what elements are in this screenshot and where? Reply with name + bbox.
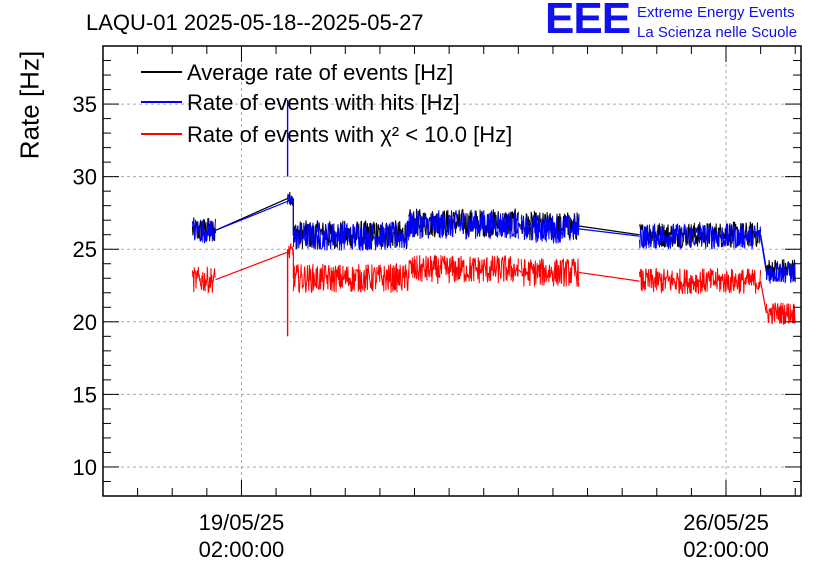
series-line-chi2 [765, 302, 796, 325]
series-line-hits [292, 221, 410, 252]
series-connector [215, 200, 288, 231]
series-line-chi2 [287, 243, 294, 260]
series-connector [517, 224, 522, 230]
series-connector [517, 222, 522, 227]
series-line-hits [408, 210, 519, 240]
legend-label-hits: Rate of events with hits [Hz] [187, 90, 460, 115]
series-connector [578, 271, 640, 282]
series-line-hits [287, 193, 294, 207]
series-line-chi2 [408, 253, 519, 285]
series-line-hits [520, 214, 580, 244]
plot-frame [102, 45, 802, 497]
series-line-avg [287, 191, 294, 206]
x-tick-label-date: 19/05/25 [199, 510, 285, 535]
series-connector [578, 228, 640, 237]
legend-label-avg: Average rate of events [Hz] [187, 60, 453, 85]
logo-line-2: La Scienza nelle Scuole [637, 24, 798, 41]
series-connector [760, 236, 767, 273]
x-tick-label-time: 02:00:00 [683, 537, 769, 562]
series-connector [517, 269, 522, 273]
y-axis-label: Rate [Hz] [14, 50, 45, 160]
logo-line-1: Extreme Energy Events [637, 4, 795, 21]
y-tick-label: 25 [73, 237, 97, 262]
series-line-chi2 [520, 257, 580, 287]
series-line-hits [765, 261, 796, 284]
series-line-chi2 [191, 266, 216, 295]
series-line-hits [191, 218, 216, 244]
grid-lines [103, 46, 801, 496]
y-tick-label: 10 [73, 455, 97, 480]
chart-title: LAQU-01 2025-05-18--2025-05-27 [86, 10, 424, 35]
y-tick-label: 30 [73, 165, 97, 190]
legend: Average rate of events [Hz] Rate of event… [141, 60, 512, 147]
series-line-chi2 [639, 268, 762, 295]
x-tick-label-time: 02:00:00 [199, 537, 285, 562]
y-tick-label: 15 [73, 382, 97, 407]
series-connector [215, 251, 288, 281]
x-tick-label-date: 26/05/25 [683, 510, 769, 535]
legend-label-chi2: Rate of events with χ² < 10.0 [Hz] [187, 122, 512, 147]
series-line-hits [639, 223, 762, 250]
series-connector [760, 281, 767, 314]
series-connector [578, 225, 640, 236]
plot-area [191, 99, 796, 337]
eee-logo: EEE [545, 0, 631, 43]
y-tick-label: 35 [73, 92, 97, 117]
y-tick-label: 20 [73, 310, 97, 335]
axes: 10152025303519/05/2502:00:0026/05/2502:0… [73, 45, 802, 562]
series-line-chi2 [292, 262, 410, 293]
